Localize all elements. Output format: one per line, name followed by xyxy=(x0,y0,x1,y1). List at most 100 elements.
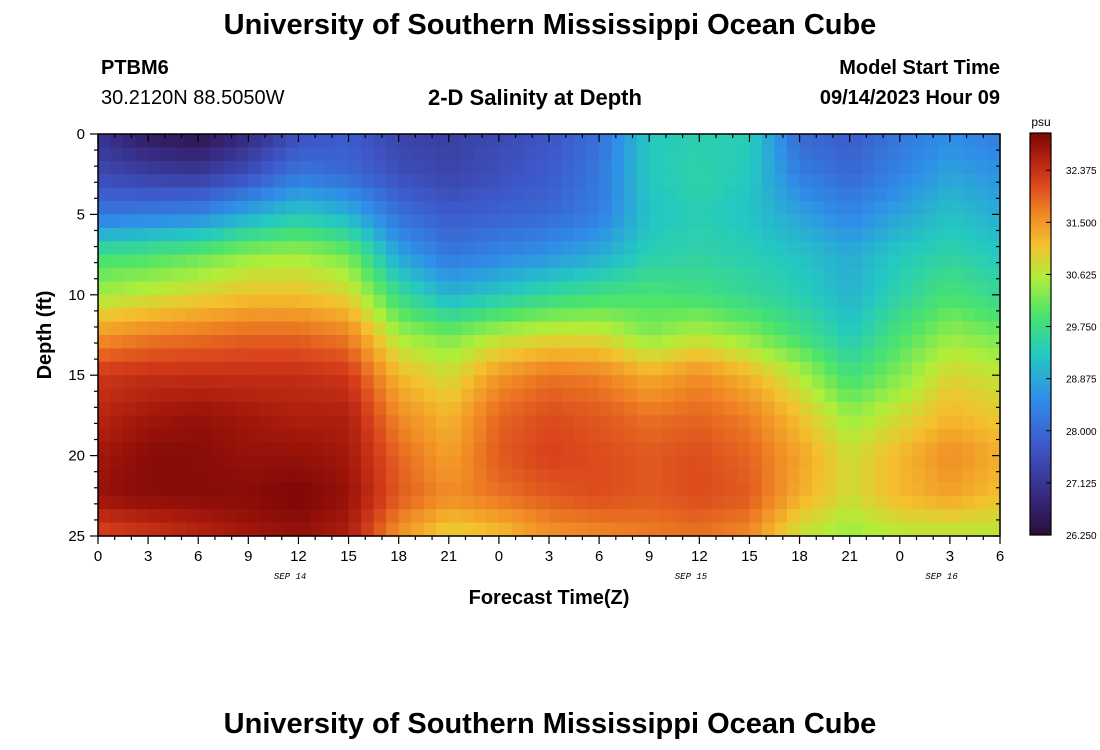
heat-cell xyxy=(361,375,375,390)
heat-cell xyxy=(273,214,287,229)
heat-cell xyxy=(874,415,888,430)
heat-cell xyxy=(373,214,387,229)
heat-cell xyxy=(498,509,513,524)
heat-cell xyxy=(724,241,738,256)
heat-cell xyxy=(924,495,938,510)
heat-cell xyxy=(699,402,713,416)
heat-cell xyxy=(862,522,876,537)
heat-cell xyxy=(724,308,738,323)
heat-cell xyxy=(749,482,763,497)
heat-cell xyxy=(273,388,287,403)
heat-cell xyxy=(373,281,387,296)
heat-cell xyxy=(260,388,274,403)
heat-cell xyxy=(549,268,563,282)
heat-cell xyxy=(423,442,437,457)
heat-cell xyxy=(336,214,350,229)
heat-cell xyxy=(423,469,437,483)
heat-cell xyxy=(974,348,989,363)
heat-cell xyxy=(787,187,801,202)
heat-cell xyxy=(586,375,600,390)
heat-cell xyxy=(361,241,375,256)
heat-cell xyxy=(799,375,813,390)
heat-cell xyxy=(736,227,751,242)
heat-cell xyxy=(461,482,475,497)
heat-cell xyxy=(974,442,989,457)
heat-cell xyxy=(511,268,525,282)
heat-cell xyxy=(736,147,751,162)
heat-cell xyxy=(123,187,137,202)
heat-cell xyxy=(260,509,274,524)
heat-cell xyxy=(574,335,588,349)
heat-cell xyxy=(486,134,500,148)
heat-cell xyxy=(123,335,137,349)
heat-cell xyxy=(523,147,538,162)
heat-cell xyxy=(749,402,763,416)
heat-cell xyxy=(837,187,851,202)
heat-cell xyxy=(423,482,437,497)
heat-cell xyxy=(937,482,951,497)
heat-cell xyxy=(461,254,475,269)
heat-cell xyxy=(461,241,475,256)
heat-cell xyxy=(699,375,713,390)
heat-cell xyxy=(586,348,600,363)
heat-cell xyxy=(148,147,162,162)
heat-cell xyxy=(235,268,249,282)
heat-cell xyxy=(398,254,412,269)
heat-cell xyxy=(899,415,913,430)
heat-cell xyxy=(411,321,425,336)
heat-cell xyxy=(160,442,174,457)
heat-cell xyxy=(849,254,863,269)
x-tick-label: 0 xyxy=(495,548,503,565)
heat-cell xyxy=(348,495,362,510)
heat-cell xyxy=(574,160,588,175)
heat-cell xyxy=(711,147,725,162)
heat-cell xyxy=(661,469,675,483)
heat-cell xyxy=(173,187,187,202)
heat-cell xyxy=(824,348,838,363)
heat-cell xyxy=(260,335,274,349)
heat-cell xyxy=(736,442,751,457)
heat-cell xyxy=(799,415,813,430)
heat-cell xyxy=(724,415,738,430)
heat-cell xyxy=(787,174,801,189)
heat-cell xyxy=(924,268,938,282)
heat-cell xyxy=(849,375,863,390)
heat-cell xyxy=(874,348,888,363)
heat-cell xyxy=(949,308,964,323)
heat-cell xyxy=(724,455,738,470)
heat-cell xyxy=(223,455,237,470)
heat-cell xyxy=(824,509,838,524)
heat-cell xyxy=(423,268,437,282)
heat-cell xyxy=(436,495,450,510)
x-tick-label: 18 xyxy=(390,548,407,565)
heat-cell xyxy=(586,455,600,470)
heat-cell xyxy=(761,241,776,256)
heat-cell xyxy=(611,482,625,497)
heat-cell xyxy=(223,294,237,309)
heat-cell xyxy=(148,509,162,524)
heat-cell xyxy=(574,482,588,497)
heat-cell xyxy=(310,361,325,376)
heat-cell xyxy=(210,509,224,524)
heat-cell xyxy=(812,174,826,189)
heat-cell xyxy=(699,469,713,483)
heat-cell xyxy=(837,361,851,376)
heat-cell xyxy=(949,241,964,256)
heat-cell xyxy=(649,335,663,349)
heat-cell xyxy=(761,522,776,537)
heat-cell xyxy=(736,469,751,483)
heat-cell xyxy=(511,522,525,537)
heat-cell xyxy=(198,509,212,524)
heat-cell xyxy=(724,134,738,148)
heat-cell xyxy=(98,469,112,483)
heat-cell xyxy=(336,388,350,403)
heat-cell xyxy=(549,187,563,202)
heat-cell xyxy=(486,335,500,349)
heat-cell xyxy=(373,160,387,175)
heat-cell xyxy=(448,187,462,202)
heat-cell xyxy=(987,335,1001,349)
heat-cell xyxy=(624,187,638,202)
heat-cell xyxy=(498,294,513,309)
heat-cell xyxy=(849,160,863,175)
heat-cell xyxy=(561,495,575,510)
